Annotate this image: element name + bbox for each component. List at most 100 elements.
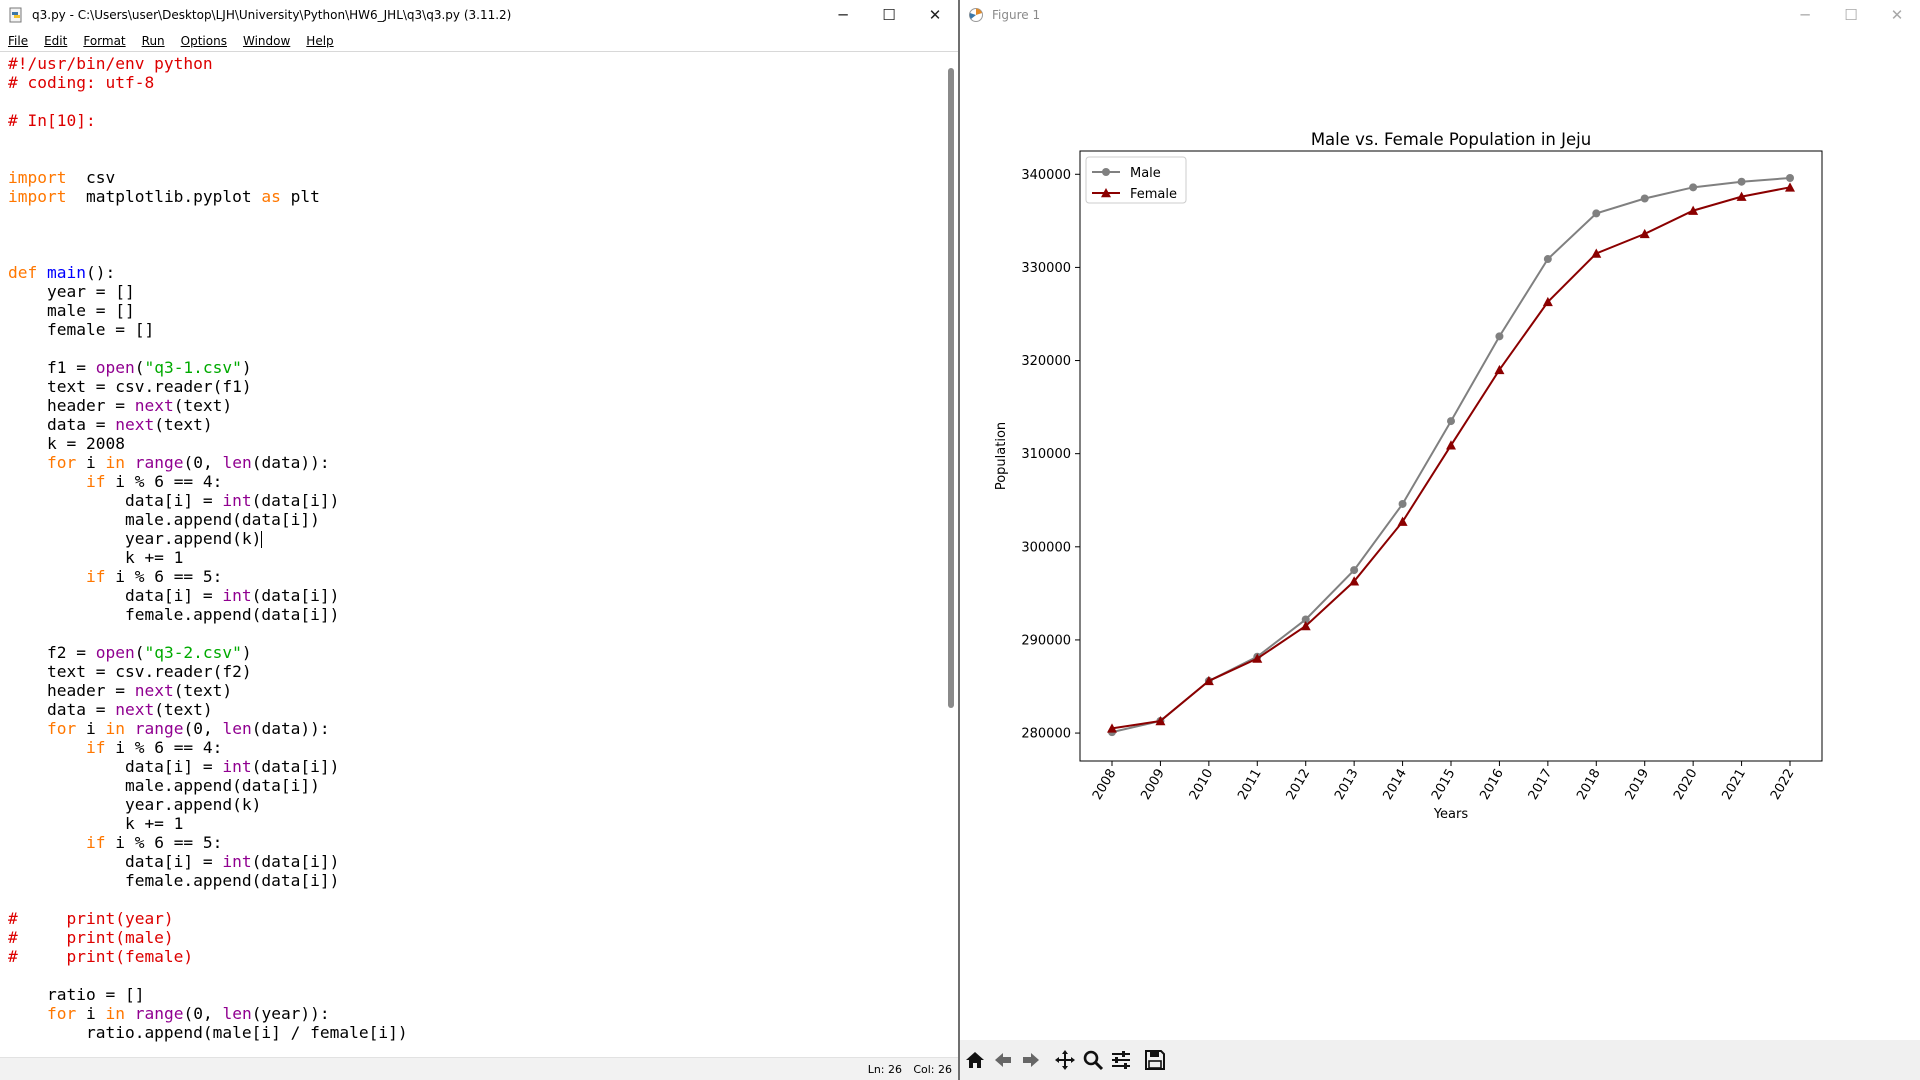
code-line (8, 206, 938, 225)
code-token: matplotlib.pyplot (66, 187, 262, 206)
home-button[interactable] (962, 1047, 988, 1073)
code-token (37, 263, 47, 282)
code-line: male = [] (8, 301, 938, 320)
code-token: k = 2008 (8, 434, 125, 453)
code-token: female.append(data[i]) (8, 871, 340, 890)
code-token (125, 719, 135, 738)
minimize-button[interactable]: ─ (820, 0, 866, 30)
data-point-male (1495, 332, 1504, 341)
menu-format[interactable]: Format (83, 33, 126, 48)
code-token: # In[10]: (8, 111, 96, 130)
x-tick-label: 2021 (1719, 767, 1749, 803)
zoom-button[interactable] (1080, 1047, 1106, 1073)
code-token: i (76, 719, 106, 738)
code-token: if (85, 738, 106, 757)
editor-menu-bar: File Edit Format Run Options Window Help (0, 30, 958, 52)
code-token: (text) (173, 681, 233, 700)
code-line: # In[10]: (8, 111, 938, 130)
maximize-button[interactable]: ☐ (866, 0, 912, 30)
figure-maximize-button[interactable]: ☐ (1828, 0, 1874, 30)
figure-title-bar[interactable]: Figure 1 ─ ☐ ✕ (960, 0, 1920, 30)
forward-button[interactable] (1018, 1047, 1044, 1073)
data-point-male (1786, 174, 1794, 183)
code-line: data[i] = int(data[i]) (8, 491, 938, 510)
code-line: if i % 6 == 4: (8, 472, 938, 491)
data-point-female (1736, 191, 1747, 201)
code-token: in (105, 719, 125, 738)
code-token (8, 738, 86, 757)
code-token (125, 453, 135, 472)
minimize-icon: ─ (1800, 6, 1810, 24)
code-token: male.append(data[i]) (8, 510, 320, 529)
code-token: (text) (154, 700, 213, 719)
code-token: int (222, 757, 252, 776)
code-token: range (134, 719, 184, 738)
code-token: f1 = (8, 358, 96, 377)
zoom-icon (1083, 1050, 1104, 1071)
code-line: text = csv.reader(f2) (8, 662, 938, 681)
code-token: male.append(data[i]) (8, 776, 320, 795)
code-token: (year)): (251, 1004, 330, 1023)
figure-window-title: Figure 1 (992, 8, 1041, 22)
code-token: year.append(k) (8, 795, 262, 814)
save-button[interactable] (1142, 1047, 1168, 1073)
code-token: (data)): (251, 719, 330, 738)
matplotlib-figure-window[interactable]: Figure 1 ─ ☐ ✕ Male vs. Female Populatio… (960, 0, 1920, 1080)
close-button[interactable]: ✕ (912, 0, 958, 30)
code-token: ) (241, 358, 252, 377)
code-token: (): (85, 263, 116, 282)
code-token: as (261, 187, 281, 206)
code-token: "q3-2.csv" (144, 643, 242, 662)
editor-title-bar[interactable]: q3.py - C:\Users\user\Desktop\LJH\Univer… (0, 0, 958, 30)
y-tick-label: 290000 (1021, 633, 1071, 648)
code-line (8, 244, 938, 263)
menu-run[interactable]: Run (141, 33, 165, 48)
code-token: main (47, 263, 86, 282)
text-cursor (261, 531, 263, 548)
code-line (8, 966, 938, 985)
menu-help[interactable]: Help (306, 33, 334, 48)
code-token: import (8, 187, 67, 206)
code-token: k += 1 (8, 548, 184, 567)
code-line: year = [] (8, 282, 938, 301)
figure-minimize-button[interactable]: ─ (1782, 0, 1828, 30)
code-token: (data[i]) (251, 757, 340, 776)
code-token (125, 1004, 135, 1023)
menu-edit[interactable]: Edit (44, 33, 68, 48)
code-token: len (222, 719, 252, 738)
code-token: # print(year) (8, 909, 174, 928)
code-token: (text) (173, 396, 233, 415)
code-line: # coding: utf-8 (8, 73, 938, 92)
menu-options[interactable]: Options (180, 33, 227, 48)
code-token: (0, (183, 719, 223, 738)
legend-marker-male (1102, 168, 1110, 176)
code-editor-text-area[interactable]: #!/usr/bin/env python # coding: utf-8 # I… (8, 54, 938, 1054)
editor-vertical-scrollbar[interactable] (948, 68, 954, 708)
pan-button[interactable] (1052, 1047, 1078, 1073)
idle-editor-window[interactable]: q3.py - C:\Users\user\Desktop\LJH\Univer… (0, 0, 960, 1080)
code-token: ratio.append(male[i] / female[i]) (8, 1023, 408, 1042)
data-point-male (1737, 177, 1746, 186)
figure-close-button[interactable]: ✕ (1874, 0, 1920, 30)
code-line: male.append(data[i]) (8, 510, 938, 529)
x-tick-label: 2020 (1671, 767, 1701, 803)
code-token (8, 719, 47, 738)
menu-window[interactable]: Window (242, 33, 291, 48)
back-arrow-icon (995, 1053, 1011, 1067)
code-token: data[i] = (8, 852, 223, 871)
home-icon (966, 1052, 984, 1068)
data-point-female (1107, 723, 1117, 733)
menu-file[interactable]: File (8, 33, 29, 48)
code-line: female = [] (8, 320, 938, 339)
back-button[interactable] (990, 1047, 1016, 1073)
code-token: year = [] (8, 282, 135, 301)
code-line: header = next(text) (8, 396, 938, 415)
line-number-indicator: Ln: 26 (867, 1063, 902, 1076)
editor-window-title: q3.py - C:\Users\user\Desktop\LJH\Univer… (32, 8, 512, 22)
configure-subplots-button[interactable] (1108, 1047, 1134, 1073)
code-token: (0, (183, 1004, 223, 1023)
x-tick-label: 2019 (1623, 767, 1653, 803)
code-token (8, 472, 86, 491)
code-line: if i % 6 == 5: (8, 567, 938, 586)
code-token: plt (280, 187, 320, 206)
